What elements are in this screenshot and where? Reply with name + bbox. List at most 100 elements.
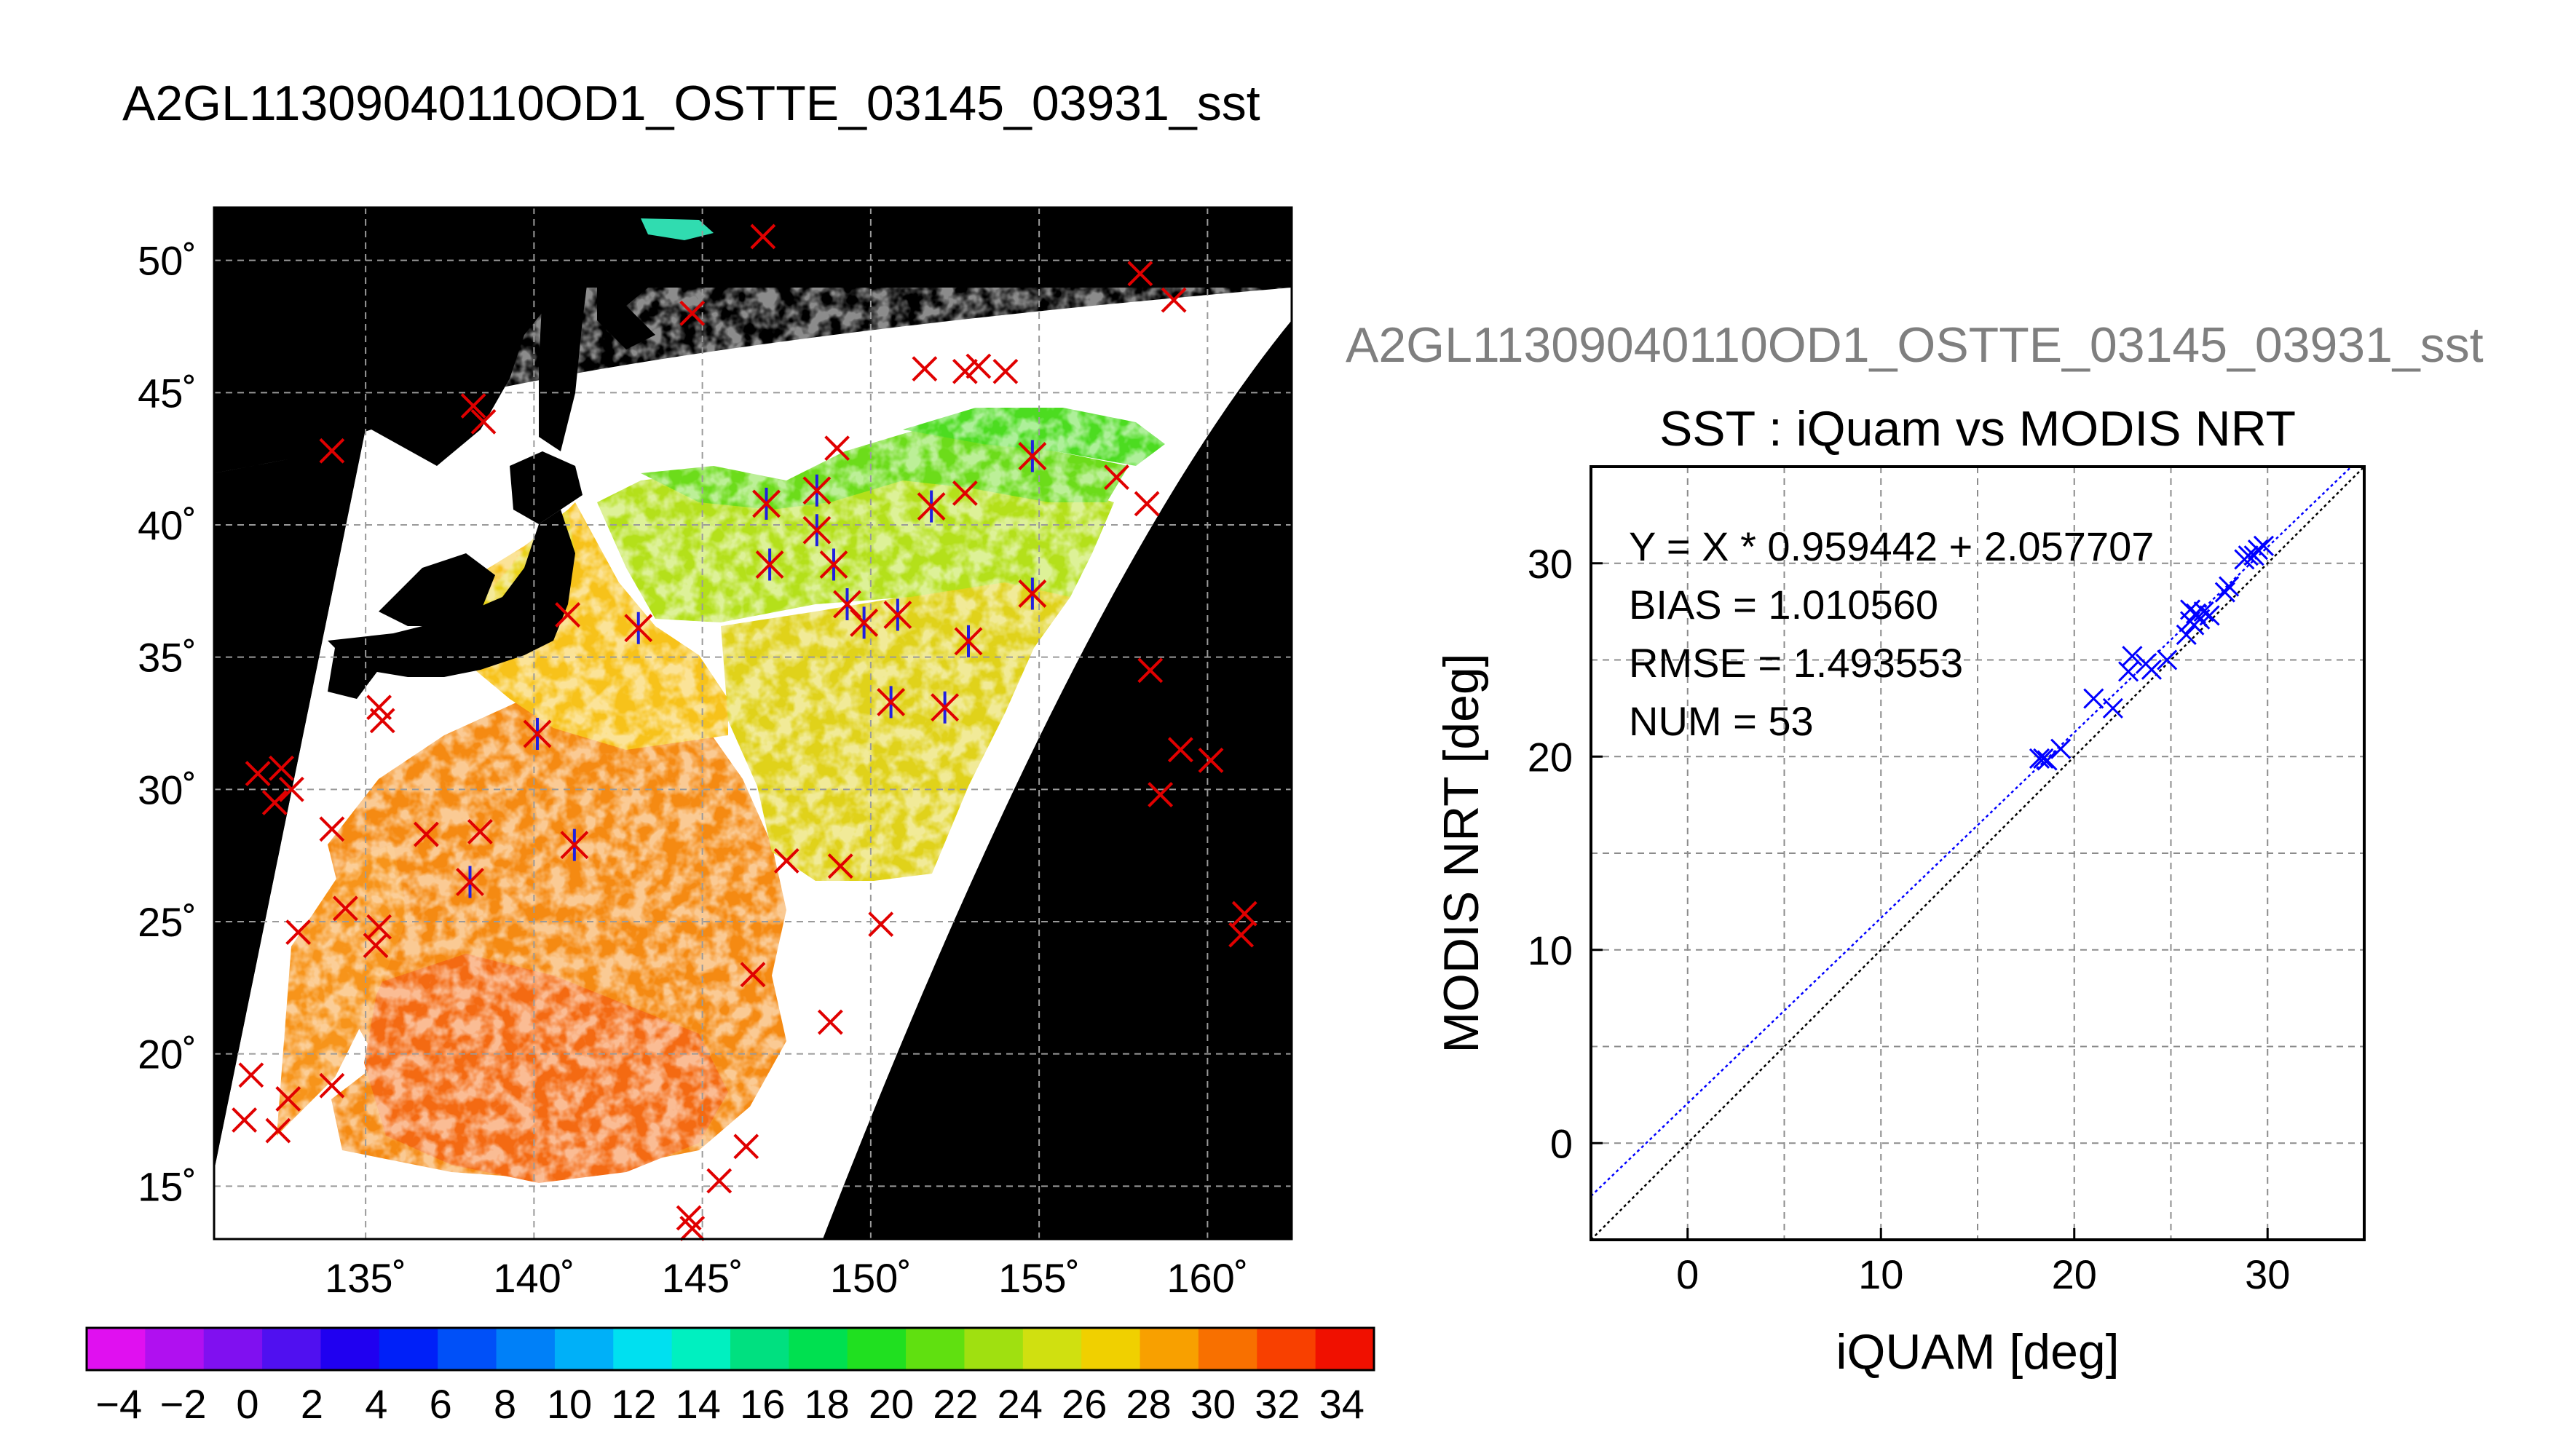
scatter-point <box>2193 601 2214 622</box>
sst-field-okhotsk-cyan <box>641 218 714 240</box>
colorbar-tick-label: 2 <box>301 1381 323 1427</box>
scatter-point <box>2037 750 2058 771</box>
map-frame <box>213 206 1293 1241</box>
map-marker-red-x <box>245 761 271 786</box>
map-marker-red-x <box>965 353 992 379</box>
colorbar-cell <box>1315 1328 1375 1370</box>
colorbar-cell <box>87 1328 146 1370</box>
map-marker-match <box>523 718 552 751</box>
colorbar-cell <box>320 1328 380 1370</box>
scatter-point <box>2247 539 2269 561</box>
map-marker-red-x <box>319 438 345 464</box>
colorbar-cell <box>379 1328 438 1370</box>
map-lon-label: 135˚ <box>325 1255 406 1301</box>
scatter-point <box>2033 748 2054 769</box>
map-marker-red-x <box>733 1133 759 1160</box>
colorbar-tick-label: 32 <box>1255 1381 1300 1427</box>
colorbar-tick-label: 0 <box>236 1381 258 1427</box>
scatter-axis-ticks: 0 0 10 10 20 20 30 30 <box>1528 541 2291 1297</box>
map-marker-red-x <box>555 602 581 628</box>
map-marker-red-x <box>1228 922 1255 948</box>
map-marker-red-x <box>275 1086 301 1112</box>
colorbar-cell <box>1081 1328 1141 1370</box>
map-marker-red-x <box>238 1062 264 1088</box>
map-marker-match <box>850 606 879 639</box>
map-marker-red-x <box>413 821 439 847</box>
map-marker-red-x <box>679 1216 706 1241</box>
colorbar-cells <box>87 1328 1375 1370</box>
map-marker-red-x <box>265 1117 291 1144</box>
map-lon-label: 155˚ <box>998 1255 1080 1301</box>
colorbar-tick-label: 4 <box>365 1381 387 1427</box>
colorbar-frame <box>85 1326 1375 1372</box>
map-lat-label: 20˚ <box>138 1032 197 1077</box>
colorbar-cell <box>1257 1328 1316 1370</box>
map-marker-red-x <box>319 1072 345 1099</box>
colorbar-tick-label: −4 <box>95 1381 142 1427</box>
map-marker-red-x <box>460 393 486 419</box>
map-marker-red-x <box>285 919 312 945</box>
sst-map: 50˚ 45˚ 40˚ 35˚ 30˚ 25˚ 20˚ 15˚ 135˚ 140˚ 145˚ 150… <box>138 206 1293 1301</box>
scatter-x-axis-label: iQUAM [deg] <box>1836 1324 2119 1380</box>
scatter-point <box>2176 624 2197 646</box>
colorbar: −4 −2 0 2 4 6 8 10 12 14 16 18 20 22 24 26 28 30 32 34 <box>85 1326 1375 1427</box>
map-marker-red-x <box>232 1107 258 1133</box>
scatter-x-tick-label: 0 <box>1676 1251 1699 1297</box>
colorbar-tick-label: 22 <box>933 1381 978 1427</box>
scatter-point <box>2253 535 2275 556</box>
map-marker-match <box>560 828 589 861</box>
colorbar-cell <box>671 1328 731 1370</box>
scatter-stat-fit: Y = X * 0.959442 + 2.057707 <box>1629 523 2154 569</box>
scatter-stat-rmse: RMSE = 1.493553 <box>1629 640 1963 686</box>
map-grid <box>214 207 1292 1239</box>
scatter-point <box>2122 646 2143 667</box>
scatter-y-tick-label: 10 <box>1528 927 1573 973</box>
scatter-point <box>2214 582 2235 603</box>
scatter-point <box>2102 697 2123 719</box>
outer-ocean <box>823 320 1292 1239</box>
map-marker-red-x <box>261 790 288 815</box>
map-marker-red-x <box>773 848 799 874</box>
colorbar-tick-label: 10 <box>547 1381 592 1427</box>
scatter-y-axis-label: MODIS NRT [deg] <box>1434 653 1489 1053</box>
map-marker-red-x <box>817 1009 843 1035</box>
colorbar-tick-label: 20 <box>869 1381 914 1427</box>
map-marker-red-x <box>827 853 853 879</box>
map-marker-red-x <box>470 408 497 435</box>
map-marker-red-x <box>319 816 345 842</box>
map-marker-match <box>802 514 832 547</box>
map-marker-red-x <box>363 933 389 959</box>
colorbar-cell <box>145 1328 205 1370</box>
scatter-y-tick-label: 0 <box>1550 1120 1573 1166</box>
map-lat-label: 50˚ <box>138 238 197 284</box>
map-marker-match <box>877 686 906 719</box>
land-korea-shikoku-kyushu <box>379 553 495 626</box>
scatter-point <box>2050 738 2072 759</box>
colorbar-tick-label: −2 <box>160 1381 207 1427</box>
map-lon-label: 150˚ <box>830 1255 912 1301</box>
map-marker-red-x <box>706 1168 732 1194</box>
colorbar-tick-label: 28 <box>1126 1381 1171 1427</box>
map-marker-match <box>1018 440 1047 472</box>
scatter-point <box>2199 605 2220 626</box>
scatter-point <box>2029 748 2050 769</box>
map-lon-label: 145˚ <box>662 1255 743 1301</box>
colorbar-cell <box>1022 1328 1082 1370</box>
identity-line <box>1591 467 2364 1240</box>
colorbar-tick-label: 18 <box>804 1381 849 1427</box>
land-sakhalin <box>539 233 590 451</box>
map-lat-label: 30˚ <box>138 767 197 812</box>
colorbar-labels: −4 −2 0 2 4 6 8 10 12 14 16 18 20 22 24 26 28 30 32 34 <box>95 1381 1365 1427</box>
swath-left-edge-ocean <box>214 419 368 1171</box>
map-marker-red-x <box>369 708 395 734</box>
map-marker-match <box>954 625 983 657</box>
map-lon-label: 160˚ <box>1166 1255 1248 1301</box>
colorbar-tick-label: 26 <box>1062 1381 1107 1427</box>
colorbar-tick-label: 14 <box>676 1381 721 1427</box>
scatter-points <box>2029 535 2275 771</box>
map-marker-match <box>883 598 912 631</box>
map-marker-red-x <box>1167 737 1193 763</box>
land-kamchatka-coast <box>597 240 670 349</box>
